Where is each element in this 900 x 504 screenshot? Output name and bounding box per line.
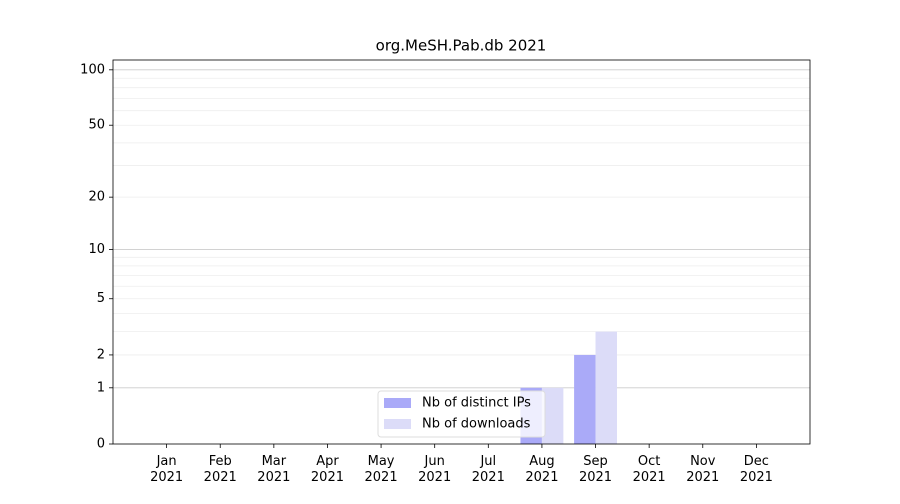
y-tick-label: 10: [88, 242, 105, 257]
x-tick-label-line: Dec: [744, 454, 769, 469]
legend-label: Nb of downloads: [422, 417, 531, 432]
y-tick-label: 100: [80, 62, 105, 77]
x-tick-label: Jan 2021: [150, 454, 183, 485]
y-tick-label: 5: [97, 291, 105, 306]
x-tick-label-line: 2021: [418, 470, 451, 485]
legend-box: [377, 390, 546, 438]
x-tick-label: Jun 2021: [418, 454, 451, 485]
x-tick-label-line: 2021: [740, 470, 773, 485]
x-tick-label-line: Feb: [209, 454, 232, 469]
x-tick-label-line: Nov: [690, 454, 716, 469]
x-tick-label-line: Jun: [424, 454, 445, 469]
legend-swatch: [384, 419, 411, 429]
x-tick-label: Sep 2021: [579, 454, 612, 485]
x-tick-label-line: Sep: [583, 454, 608, 469]
bar: [595, 331, 617, 444]
x-tick-label: Jul 2021: [472, 454, 505, 485]
x-tick-label-line: 2021: [633, 470, 666, 485]
x-tick-label-line: Aug: [529, 454, 554, 469]
x-tick-label: Dec 2021: [740, 454, 773, 485]
chart-title: org.MeSH.Pab.db 2021: [376, 37, 547, 55]
x-tick-label: Mar 2021: [257, 454, 290, 485]
y-tick-label: 0: [97, 437, 105, 452]
x-tick-label-line: 2021: [150, 470, 183, 485]
x-tick-label-line: 2021: [311, 470, 344, 485]
bar: [541, 387, 564, 444]
x-tick-label: Oct 2021: [633, 454, 666, 485]
x-tick-label-line: 2021: [472, 470, 505, 485]
x-tick-label-line: Mar: [262, 454, 287, 469]
x-tick-label: May 2021: [365, 454, 398, 485]
x-tick-label-line: Oct: [638, 454, 660, 469]
y-tick-label: 1: [97, 380, 105, 395]
y-tick-label: 50: [88, 118, 105, 133]
x-tick-label-line: 2021: [257, 470, 290, 485]
x-tick-label-line: 2021: [579, 470, 612, 485]
legend-swatch: [384, 398, 411, 408]
x-tick-label-line: 2021: [525, 470, 558, 485]
x-tick-label-line: 2021: [686, 470, 719, 485]
x-tick-label-line: 2021: [365, 470, 398, 485]
y-tick-label: 20: [88, 190, 105, 205]
x-tick-label: Nov 2021: [686, 454, 719, 485]
x-tick-label: Aug 2021: [525, 454, 558, 485]
plot-frame: [112, 59, 811, 445]
x-tick-label-line: 2021: [204, 470, 237, 485]
x-tick-label-line: Jan: [156, 454, 177, 469]
bar: [574, 354, 596, 444]
x-tick-label-line: Jul: [479, 454, 496, 469]
x-tick-label: Feb 2021: [204, 454, 237, 485]
legend-label: Nb of distinct IPs: [422, 396, 531, 411]
y-tick-label: 2: [97, 347, 105, 362]
x-tick-label-line: May: [368, 454, 395, 469]
x-tick-label: Apr 2021: [311, 454, 344, 485]
x-tick-label-line: Apr: [316, 454, 339, 469]
